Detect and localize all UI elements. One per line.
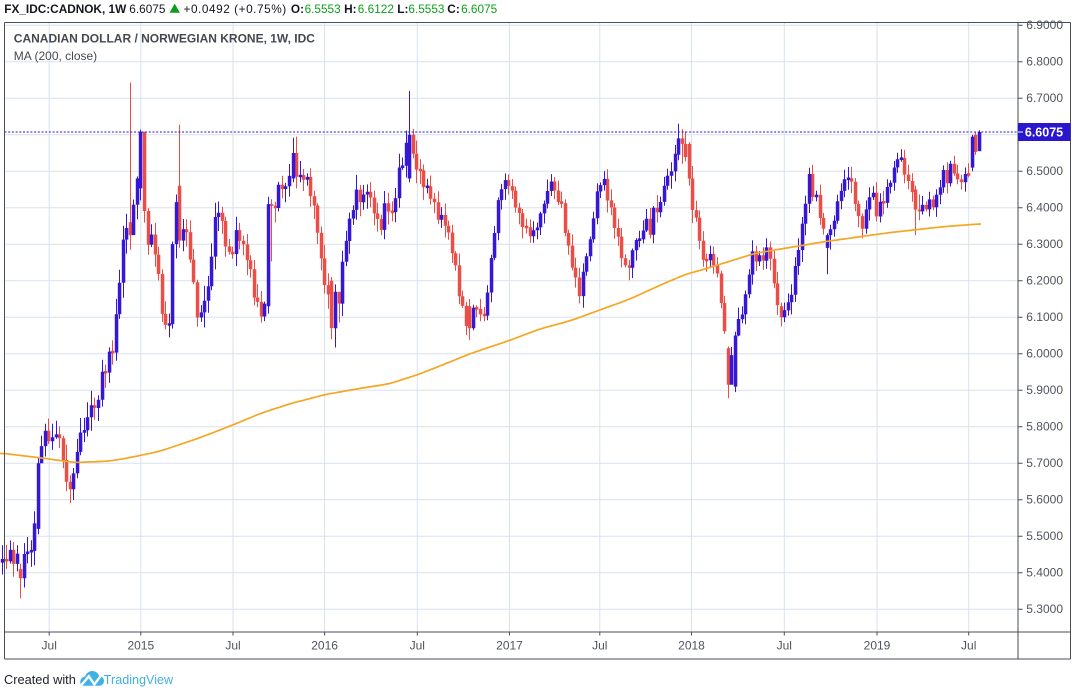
svg-text:6.5000: 6.5000 (1026, 164, 1063, 178)
svg-text:2018: 2018 (678, 639, 705, 653)
svg-text:5.7000: 5.7000 (1026, 456, 1063, 470)
svg-text:6.9000: 6.9000 (1026, 18, 1063, 32)
svg-text:6.5553: 6.5553 (305, 2, 342, 16)
svg-text:L:: L: (397, 2, 408, 16)
svg-text:C:: C: (447, 2, 459, 16)
svg-text:6.6075: 6.6075 (461, 2, 498, 16)
svg-text:5.4000: 5.4000 (1026, 566, 1063, 580)
svg-text:5.9000: 5.9000 (1026, 383, 1063, 397)
svg-text:6.6075: 6.6075 (1025, 126, 1063, 140)
svg-text:CANADIAN DOLLAR / NORWEGIAN KR: CANADIAN DOLLAR / NORWEGIAN KRONE, 1W, I… (14, 32, 315, 46)
svg-text:6.1000: 6.1000 (1026, 310, 1063, 324)
svg-text:Jul: Jul (42, 639, 57, 653)
svg-text:Jul: Jul (592, 639, 607, 653)
svg-text:Jul: Jul (410, 639, 425, 653)
svg-text:Jul: Jul (225, 639, 240, 653)
svg-text:6.6122: 6.6122 (358, 2, 394, 16)
svg-text:MA (200, close): MA (200, close) (14, 49, 97, 63)
svg-text:Jul: Jul (777, 639, 792, 653)
svg-text:6.2000: 6.2000 (1026, 274, 1063, 288)
svg-text:2019: 2019 (864, 639, 891, 653)
svg-text:Jul: Jul (961, 639, 976, 653)
svg-text:6.5553: 6.5553 (408, 2, 445, 16)
svg-text:FX_IDC:CADNOK, 1W: FX_IDC:CADNOK, 1W (4, 2, 127, 16)
svg-text:2016: 2016 (311, 639, 338, 653)
svg-text:6.3000: 6.3000 (1026, 237, 1063, 251)
svg-text:2017: 2017 (496, 639, 523, 653)
svg-text:Created with: Created with (4, 672, 76, 687)
svg-text:+0.0492 (+0.75%): +0.0492 (+0.75%) (184, 2, 287, 16)
svg-text:2015: 2015 (127, 639, 154, 653)
svg-text:5.3000: 5.3000 (1026, 602, 1063, 616)
svg-text:6.6075: 6.6075 (129, 2, 166, 16)
svg-text:O:: O: (291, 2, 304, 16)
svg-text:6.7000: 6.7000 (1026, 91, 1063, 105)
svg-text:TradingView: TradingView (104, 673, 174, 687)
svg-text:5.8000: 5.8000 (1026, 420, 1063, 434)
svg-text:6.8000: 6.8000 (1026, 55, 1063, 69)
svg-text:6.4000: 6.4000 (1026, 201, 1063, 215)
svg-text:5.5000: 5.5000 (1026, 529, 1063, 543)
svg-text:5.6000: 5.6000 (1026, 493, 1063, 507)
svg-text:H:: H: (344, 2, 356, 16)
svg-text:6.0000: 6.0000 (1026, 347, 1063, 361)
